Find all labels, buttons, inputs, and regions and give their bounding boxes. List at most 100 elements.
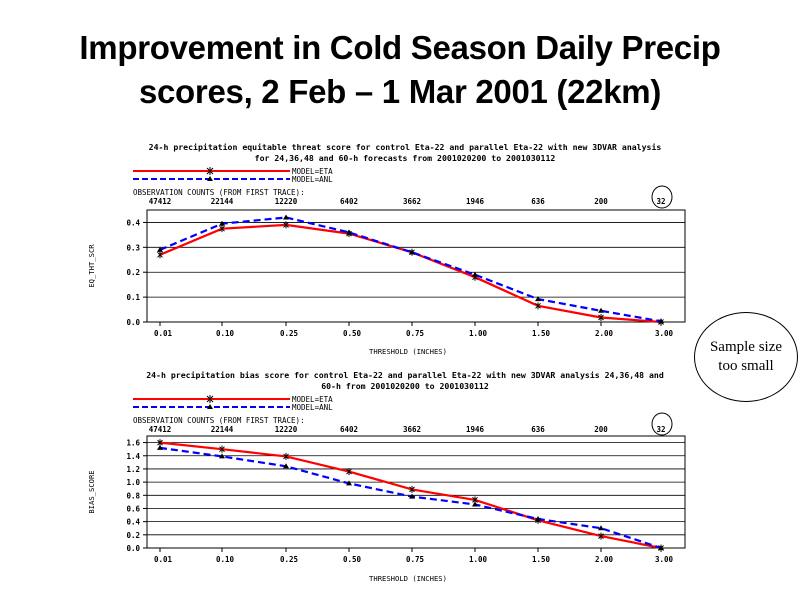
- data-point-eta: [157, 251, 163, 259]
- data-point-eta: [346, 468, 352, 476]
- legend-label-anl: MODEL=ANL: [292, 175, 333, 184]
- data-point-anl: [658, 318, 664, 324]
- series-line-anl: [159, 216, 662, 323]
- slide-title: Improvement in Cold Season Daily Precip …: [0, 26, 800, 114]
- y-tick-label: 0.4: [126, 218, 140, 227]
- plot-frame: [146, 435, 686, 549]
- legend-marker-eta: [206, 395, 214, 403]
- data-point-eta: [283, 452, 289, 460]
- observation-count: 12220: [275, 425, 298, 434]
- x-tick-label: 2.00: [595, 329, 614, 338]
- y-tick-label: 0.8: [126, 491, 140, 500]
- y-tick-label: 0.0: [126, 544, 140, 553]
- observation-counts-label: OBSERVATION COUNTS (FROM FIRST TRACE):: [133, 188, 305, 197]
- x-tick-label: 0.50: [343, 329, 362, 338]
- data-point-eta: [598, 314, 604, 322]
- y-tick-label: 0.2: [126, 531, 140, 540]
- data-point-anl: [535, 516, 541, 522]
- data-point-anl: [658, 545, 664, 550]
- chart-1-title-line-1: 24-h precipitation equitable threat scor…: [148, 142, 662, 152]
- observation-count: 47412: [149, 425, 172, 434]
- observation-count: 22144: [211, 425, 234, 434]
- observation-count: 32: [656, 425, 665, 434]
- x-tick-label: 0.50: [343, 555, 362, 564]
- chart-1-title-line-2: for 24,36,48 and 60-h forecasts from 200…: [254, 152, 556, 163]
- observation-count: 12220: [275, 197, 298, 206]
- chart-2-title: 24-h precipitation bias score for contro…: [60, 370, 750, 391]
- x-axis-label: THRESHOLD (INCHES): [369, 347, 447, 356]
- observation-count: 1946: [466, 197, 485, 206]
- data-point-eta: [535, 302, 541, 310]
- observation-count: 6402: [340, 425, 358, 434]
- observation-count: 636: [531, 425, 545, 434]
- x-tick-label: 0.75: [406, 329, 424, 338]
- x-tick-label: 0.10: [216, 329, 235, 338]
- legend-marker-anl: [207, 404, 213, 409]
- data-point-anl: [535, 296, 541, 302]
- y-tick-label: 1.0: [126, 478, 140, 487]
- data-point-anl: [598, 525, 604, 531]
- legend-marker-anl: [207, 176, 213, 181]
- observation-count: 200: [594, 197, 608, 206]
- x-tick-label: 0.01: [154, 555, 173, 564]
- x-tick-label: 2.00: [595, 555, 614, 564]
- y-tick-label: 0.3: [126, 243, 140, 252]
- observation-count: 32: [656, 197, 665, 206]
- x-tick-label: 1.50: [532, 555, 551, 564]
- x-tick-label: 0.75: [406, 555, 424, 564]
- x-tick-label: 1.50: [532, 329, 551, 338]
- data-point-anl: [157, 444, 163, 450]
- data-point-anl: [283, 214, 289, 220]
- data-point-anl: [472, 271, 478, 277]
- observation-count: 22144: [211, 197, 234, 206]
- x-axis-label: THRESHOLD (INCHES): [369, 574, 447, 583]
- x-tick-label: 0.25: [280, 329, 298, 338]
- y-tick-label: 0.2: [126, 268, 140, 277]
- observation-count: 3662: [403, 197, 421, 206]
- sample-size-callout: Sample size too small: [694, 312, 798, 402]
- y-tick-label: 0.6: [126, 504, 140, 513]
- legend-label-anl: MODEL=ANL: [292, 403, 333, 412]
- data-point-eta: [409, 485, 415, 493]
- y-tick-label: 1.6: [126, 439, 140, 448]
- legend-label-eta: MODEL=ETA: [292, 395, 333, 404]
- callout-line-2: too small: [718, 358, 774, 374]
- observation-count: 6402: [340, 197, 358, 206]
- y-tick-label: 0.1: [126, 293, 140, 302]
- x-tick-label: 0.25: [280, 555, 298, 564]
- legend-marker-eta: [206, 167, 214, 175]
- small-sample-circle: [651, 412, 673, 436]
- data-point-eta: [598, 532, 604, 540]
- data-point-anl: [598, 307, 604, 313]
- x-tick-label: 1.00: [469, 329, 488, 338]
- data-point-anl: [157, 246, 163, 252]
- data-point-eta: [219, 225, 225, 233]
- data-point-eta: [219, 445, 225, 453]
- y-axis-label: BIAS_SCORE: [87, 470, 96, 513]
- y-tick-label: 0.4: [126, 518, 140, 527]
- observation-count: 200: [594, 425, 608, 434]
- data-point-anl: [346, 480, 352, 486]
- callout-line-1: Sample size: [709, 339, 783, 355]
- chart-1-title: 24-h precipitation equitable threat scor…: [60, 142, 750, 163]
- y-tick-label: 1.2: [126, 465, 140, 474]
- data-point-anl: [219, 220, 225, 226]
- x-tick-label: 1.00: [469, 555, 488, 564]
- data-point-eta: [283, 221, 289, 229]
- x-tick-label: 0.10: [216, 555, 235, 564]
- y-axis-label: EQ_THT_SCR: [87, 244, 96, 288]
- observation-count: 1946: [466, 425, 485, 434]
- data-point-anl: [472, 501, 478, 507]
- y-tick-label: 1.4: [126, 452, 140, 461]
- slide-title-line-2: scores, 2 Feb – 1 Mar 2001 (22km): [138, 73, 662, 110]
- small-sample-circle: [651, 185, 673, 209]
- observation-counts-label: OBSERVATION COUNTS (FROM FIRST TRACE):: [133, 416, 305, 425]
- data-point-anl: [283, 463, 289, 469]
- observation-count: 47412: [149, 197, 172, 206]
- data-point-anl: [346, 229, 352, 235]
- x-tick-label: 3.00: [655, 555, 674, 564]
- slide-title-line-1: Improvement in Cold Season Daily Precip: [79, 29, 721, 66]
- observation-count: 636: [531, 197, 545, 206]
- data-point-anl: [409, 493, 415, 499]
